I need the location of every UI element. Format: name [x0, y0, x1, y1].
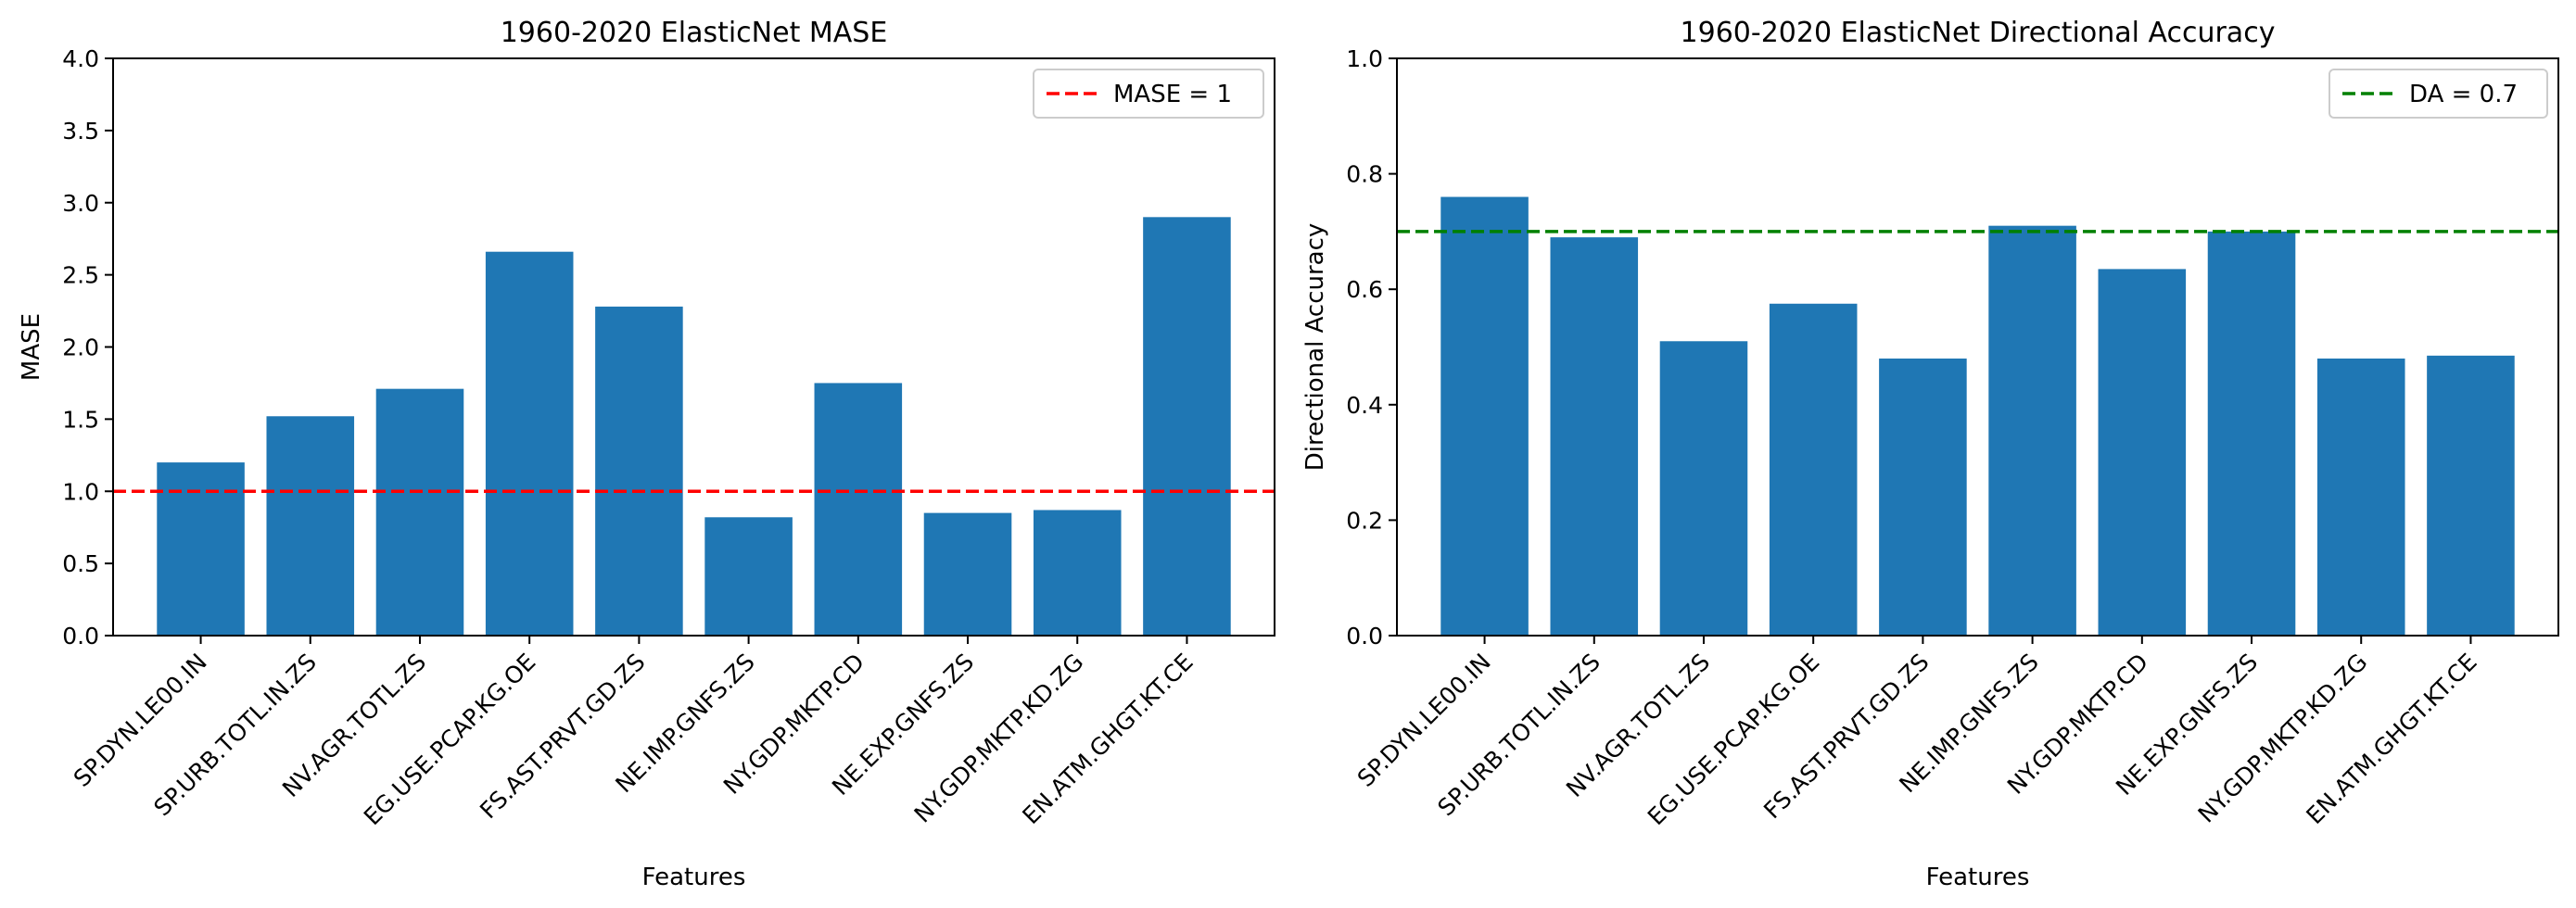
mase-bar-1 — [266, 416, 355, 636]
da-chart-title: 1960-2020 ElasticNet Directional Accurac… — [1681, 17, 2276, 49]
da-bar-5 — [1988, 225, 2076, 637]
mase-bar-6 — [814, 383, 903, 636]
mase-bar-2 — [375, 388, 464, 636]
da-ytick-label-5: 1.0 — [1346, 45, 1383, 72]
mase-chart-title: 1960-2020 ElasticNet MASE — [501, 17, 888, 49]
mase-ytick-label-8: 4.0 — [62, 45, 99, 72]
da-legend-label: DA = 0.7 — [2409, 81, 2518, 108]
da-bar-6 — [2098, 269, 2187, 636]
da-bar-4 — [1879, 358, 1967, 636]
mase-chart-panel: 0.00.51.01.52.02.53.03.54.0SP.DYN.LE00.I… — [18, 17, 1275, 891]
mase-bar-4 — [595, 306, 683, 636]
da-bar-0 — [1440, 196, 1529, 636]
da-plot-frame — [1396, 57, 2559, 637]
da-ytick-label-2: 0.4 — [1346, 392, 1383, 419]
mase-ytick-label-5: 2.5 — [62, 262, 99, 289]
da-x-axis-label: Features — [1926, 864, 2030, 891]
da-bar-1 — [1550, 237, 1639, 636]
da-ytick-label-3: 0.6 — [1346, 276, 1383, 303]
mase-ytick-label-4: 2.0 — [62, 334, 99, 361]
da-ytick-label-4: 0.8 — [1346, 161, 1383, 188]
mase-legend-label: MASE = 1 — [1113, 81, 1232, 108]
mase-x-axis-label: Features — [642, 864, 746, 891]
da-bar-2 — [1659, 341, 1748, 636]
mase-bar-5 — [704, 517, 793, 636]
mase-y-axis-label: MASE — [18, 313, 45, 381]
da-bar-7 — [2207, 231, 2296, 636]
da-ytick-label-1: 0.2 — [1346, 507, 1383, 534]
mase-bar-8 — [1033, 510, 1122, 636]
mase-legend-box — [1033, 69, 1264, 119]
mase-ytick-label-3: 1.5 — [62, 406, 99, 433]
mase-bar-0 — [157, 462, 245, 636]
mase-ytick-label-2: 1.0 — [62, 478, 99, 505]
mase-bar-3 — [485, 251, 574, 636]
da-bar-8 — [2316, 358, 2405, 636]
directional-accuracy-chart-panel: 0.00.20.40.60.81.0SP.DYN.LE00.INSP.URB.T… — [1301, 17, 2559, 891]
da-bar-9 — [2427, 355, 2515, 636]
mase-ytick-label-6: 3.0 — [62, 190, 99, 217]
mase-bar-9 — [1143, 217, 1231, 636]
mase-ytick-label-1: 0.5 — [62, 550, 99, 577]
da-ytick-label-0: 0.0 — [1346, 623, 1383, 649]
da-bar-3 — [1769, 303, 1858, 636]
mase-ytick-label-0: 0.0 — [62, 623, 99, 649]
mase-bar-7 — [923, 512, 1012, 636]
mase-ytick-label-7: 3.5 — [62, 118, 99, 145]
da-y-axis-label: Directional Accuracy — [1301, 223, 1329, 472]
da-legend-box — [2329, 69, 2548, 119]
